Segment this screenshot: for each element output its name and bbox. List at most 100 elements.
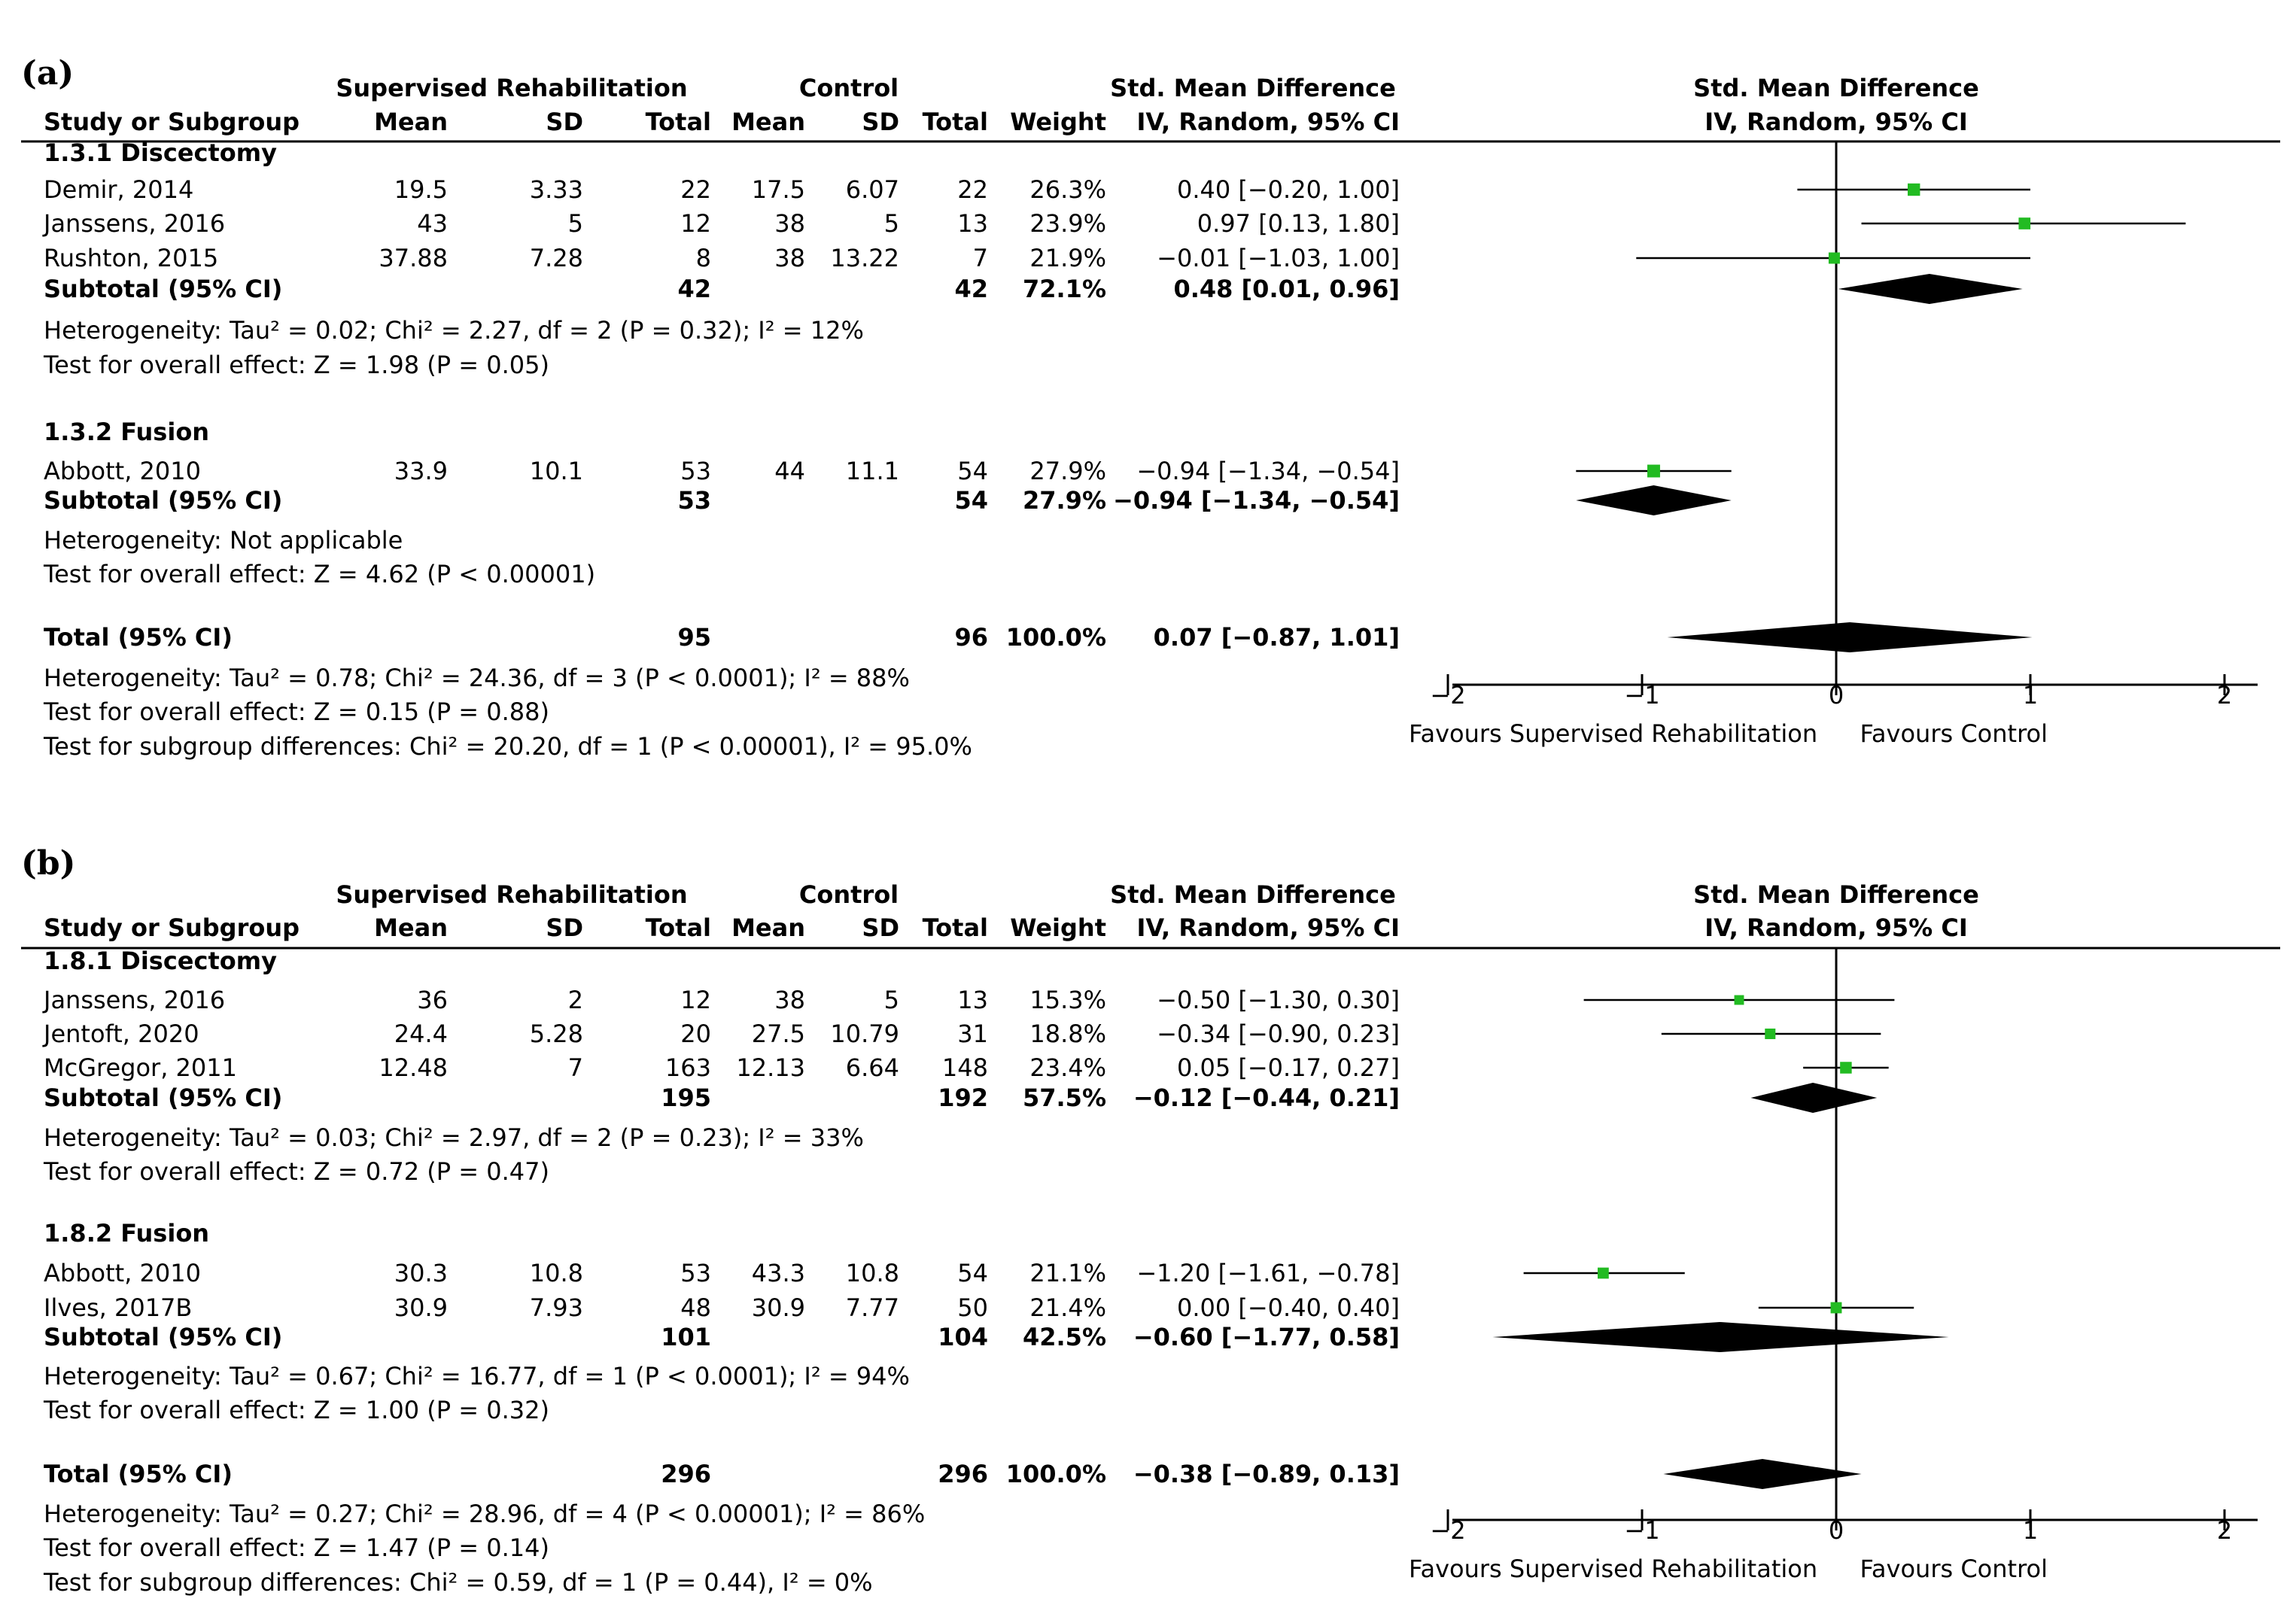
header-mean-1: Mean [374, 108, 448, 136]
study-mean-2: 17.5 [752, 175, 805, 204]
panel-label: (a) [21, 54, 74, 93]
panel-label: (b) [21, 844, 75, 883]
study-name: Abbott, 2010 [44, 457, 201, 485]
study-sd-1: 7.93 [530, 1293, 583, 1322]
total-label: Total (95% CI) [44, 623, 233, 652]
study-mean-1: 30.9 [394, 1293, 448, 1322]
subgroup-title: 1.3.1 Discectomy [44, 138, 277, 167]
study-sd-1: 5 [568, 209, 583, 238]
header-group1: Supervised Rehabilitation [336, 880, 687, 909]
total-weight: 100.0% [1006, 623, 1106, 652]
header-weight: Weight [1010, 108, 1106, 136]
favours-right-label: Favours Control [1860, 1555, 2048, 1583]
study-weight: 21.9% [1029, 244, 1106, 272]
total-overall-effect-note: Test for overall effect: Z = 0.15 (P = 0… [43, 698, 549, 726]
study-name: Janssens, 2016 [42, 209, 225, 238]
subtotal-total-1: 195 [661, 1084, 711, 1112]
x-tick-label: 2 [2217, 681, 2232, 710]
study-mean-1: 36 [417, 986, 448, 1014]
x-tick-label: 2 [2217, 1516, 2232, 1545]
study-name: Demir, 2014 [44, 175, 193, 204]
header-sd-2: SD [862, 108, 899, 136]
subtotal-total-1: 42 [677, 275, 711, 303]
study-mean-2: 30.9 [752, 1293, 805, 1322]
study-weight: 21.4% [1029, 1293, 1106, 1322]
study-mean-2: 38 [774, 209, 805, 238]
total-total-1: 296 [661, 1460, 711, 1488]
favours-right-label: Favours Control [1860, 719, 2048, 748]
heterogeneity-note: Heterogeneity: Tau² = 0.67; Chi² = 16.77… [44, 1362, 910, 1390]
x-tick-label: 1 [2023, 681, 2038, 710]
header-sd-2: SD [862, 913, 899, 942]
study-sd-1: 10.8 [530, 1259, 583, 1287]
header-total-1: Total [646, 913, 711, 942]
plot-header-effect-title: Std. Mean Difference [1693, 74, 1979, 102]
study-sd-2: 10.8 [846, 1259, 899, 1287]
study-sd-2: 5 [884, 209, 899, 238]
header-mean-2: Mean [731, 913, 805, 942]
total-diamond [1663, 1459, 1862, 1489]
subtotal-diamond [1750, 1083, 1878, 1113]
total-total-2: 296 [938, 1460, 988, 1488]
study-sd-2: 10.79 [830, 1020, 899, 1048]
header-study: Study or Subgroup [44, 913, 300, 942]
study-mean-2: 43.3 [752, 1259, 805, 1287]
study-effect-ci: −1.20 [−1.61, −0.78] [1136, 1259, 1400, 1287]
total-weight: 100.0% [1006, 1460, 1106, 1488]
x-tick-label: 0 [1829, 681, 1844, 710]
study-total-2: 148 [942, 1053, 988, 1082]
study-mean-2: 38 [774, 986, 805, 1014]
study-total-2: 50 [957, 1293, 988, 1322]
header-mean-2: Mean [731, 108, 805, 136]
study-total-2: 31 [957, 1020, 988, 1048]
subtotal-diamond [1838, 274, 2023, 304]
overall-effect-note: Test for overall effect: Z = 0.72 (P = 0… [43, 1157, 549, 1186]
subtotal-total-2: 192 [938, 1084, 988, 1112]
subtotal-weight: 42.5% [1023, 1323, 1106, 1351]
header-group2: Control [799, 74, 899, 102]
study-total-2: 54 [957, 457, 988, 485]
header-effect-title: Std. Mean Difference [1110, 74, 1396, 102]
study-total-1: 8 [696, 244, 711, 272]
effect-marker [1840, 1062, 1852, 1074]
study-sd-2: 6.64 [846, 1053, 899, 1082]
header-mean-1: Mean [374, 913, 448, 942]
header-group2: Control [799, 880, 899, 909]
subtotal-total-2: 104 [938, 1323, 988, 1351]
study-mean-1: 33.9 [394, 457, 448, 485]
study-name: McGregor, 2011 [44, 1053, 237, 1082]
study-effect-ci: −0.50 [−1.30, 0.30] [1157, 986, 1400, 1014]
study-sd-1: 3.33 [530, 175, 583, 204]
study-sd-1: 7.28 [530, 244, 583, 272]
study-name: Rushton, 2015 [44, 244, 218, 272]
study-name: Abbott, 2010 [44, 1259, 201, 1287]
study-name: Janssens, 2016 [42, 986, 225, 1014]
effect-marker [2018, 217, 2031, 229]
study-total-1: 53 [680, 457, 711, 485]
subtotal-label: Subtotal (95% CI) [44, 1084, 282, 1112]
total-effect-ci: 0.07 [−0.87, 1.01] [1154, 623, 1400, 652]
study-total-1: 20 [680, 1020, 711, 1048]
panel-a: (a) Supervised Rehabilitation Control Std. … [21, 54, 2280, 761]
study-name: Ilves, 2017B [44, 1293, 192, 1322]
study-weight: 18.8% [1029, 1020, 1106, 1048]
header-sd-1: SD [546, 108, 583, 136]
subtotal-weight: 27.9% [1023, 486, 1106, 515]
header-effect-method: IV, Random, 95% CI [1136, 913, 1400, 942]
subtotal-weight: 72.1% [1023, 275, 1106, 303]
header-effect-title: Std. Mean Difference [1110, 880, 1396, 909]
header-study: Study or Subgroup [44, 108, 300, 136]
heterogeneity-note: Heterogeneity: Tau² = 0.03; Chi² = 2.97,… [44, 1123, 864, 1152]
subtotal-diamond [1576, 485, 1732, 515]
header-total-2: Total [923, 913, 988, 942]
study-total-2: 13 [957, 209, 988, 238]
effect-marker [1907, 183, 1920, 196]
total-total-1: 95 [677, 623, 711, 652]
study-total-2: 54 [957, 1259, 988, 1287]
header-total-2: Total [923, 108, 988, 136]
total-overall-effect-note: Test for overall effect: Z = 1.47 (P = 0… [43, 1533, 549, 1562]
study-total-1: 48 [680, 1293, 711, 1322]
subtotal-label: Subtotal (95% CI) [44, 1323, 282, 1351]
study-effect-ci: 0.05 [−0.17, 0.27] [1177, 1053, 1400, 1082]
